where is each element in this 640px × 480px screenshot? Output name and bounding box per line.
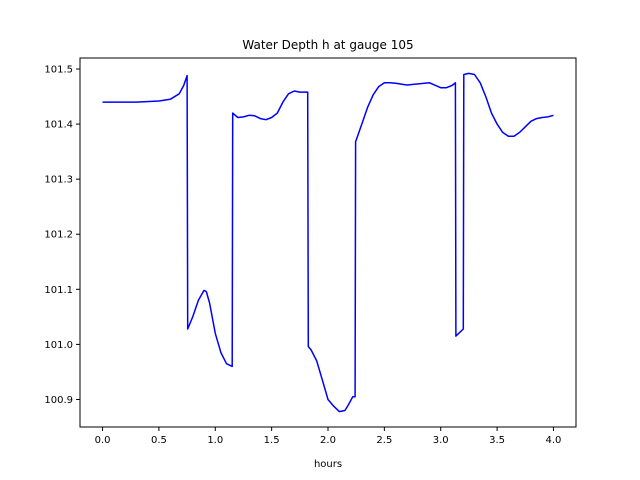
x-tick-label: 1.5 [264,435,280,446]
y-axis-ticks: 100.9 101.0 101.1 101.2 101.3 101.4 101.5 [44,65,80,406]
y-tick-label: 101.1 [44,285,73,296]
axes-frame [79,57,577,428]
x-tick-label: 2.5 [376,435,392,446]
x-axis-ticks: 0.0 0.5 1.0 1.5 2.0 2.5 3.0 3.5 4.0 [95,427,562,446]
y-tick-label: 101.4 [44,120,73,131]
series-layer [102,72,554,413]
x-tick-label: 4.0 [546,435,562,446]
x-tick-label: 1.0 [207,435,223,446]
x-tick-label: 0.5 [151,435,167,446]
x-tick-label: 3.5 [489,435,505,446]
y-tick-label: 101.0 [44,340,73,351]
y-tick-label: 101.5 [44,65,73,76]
x-tick-label: 3.0 [433,435,449,446]
x-axis-label: hours [314,459,342,470]
y-tick-label: 100.9 [44,395,73,406]
chart-title: Water Depth h at gauge 105 [242,38,413,52]
series-line-0 [102,72,554,413]
x-tick-label: 2.0 [320,435,336,446]
y-tick-label: 101.3 [44,175,73,186]
y-tick-label: 101.2 [44,230,73,241]
x-tick-label: 0.0 [95,435,111,446]
